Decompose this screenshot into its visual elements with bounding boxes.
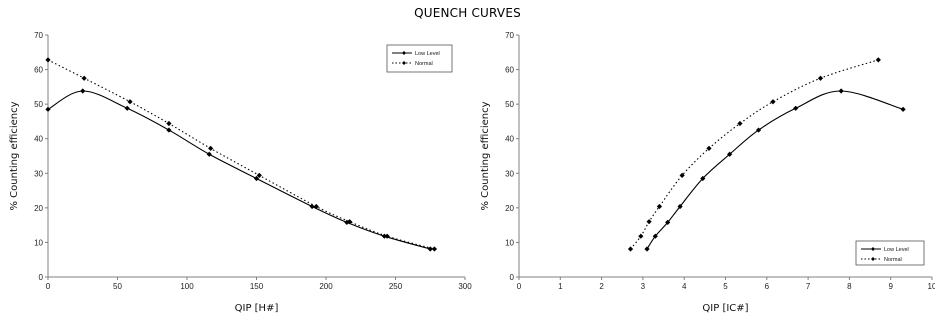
- page-title: QUENCH CURVES: [414, 6, 521, 20]
- data-point-normal: [81, 75, 87, 81]
- y-tick-label: 0: [510, 273, 515, 282]
- data-point-normal: [166, 120, 172, 127]
- data-point-normal: [875, 57, 881, 63]
- data-point-normal: [679, 172, 685, 178]
- x-tick-label: 300: [458, 282, 472, 291]
- data-point-low-level: [124, 105, 130, 111]
- x-axis-title: QIP [IC#]: [702, 303, 748, 314]
- legend-label-low-level: Low Level: [884, 247, 909, 253]
- data-point-low-level: [166, 127, 172, 133]
- y-axis-title: % Counting efficiency: [9, 101, 20, 210]
- legend-marker-normal: [402, 61, 406, 65]
- data-point-low-level: [838, 88, 844, 94]
- x-tick-label: 100: [180, 282, 194, 291]
- data-point-normal: [127, 99, 133, 105]
- data-point-low-level: [381, 233, 387, 239]
- data-point-normal: [770, 99, 776, 105]
- data-point-low-level: [206, 151, 212, 157]
- y-tick-label: 20: [505, 204, 514, 213]
- x-tick-label: 50: [113, 282, 122, 291]
- data-point-low-level: [344, 219, 350, 225]
- data-point-low-level: [652, 233, 658, 239]
- legend: Low Level Normal: [855, 240, 925, 266]
- legend: Low Level Normal: [386, 44, 453, 73]
- y-tick-label: 0: [39, 273, 44, 282]
- data-point-low-level: [700, 175, 706, 182]
- data-point-normal: [313, 203, 319, 210]
- y-tick-label: 70: [34, 31, 43, 40]
- data-point-normal: [817, 75, 824, 81]
- data-point-low-level: [665, 219, 671, 225]
- series-line-normal: [630, 59, 879, 250]
- data-point-low-level: [677, 203, 683, 210]
- y-tick-label: 60: [34, 66, 43, 75]
- data-point-normal: [627, 246, 634, 252]
- data-point-low-level: [755, 127, 762, 133]
- x-tick-label: 2: [599, 282, 604, 291]
- y-tick-label: 50: [505, 100, 514, 109]
- x-tick-label: 3: [641, 282, 646, 291]
- y-tick-label: 50: [34, 100, 43, 109]
- series-line-normal: [47, 59, 435, 250]
- data-point-normal: [431, 246, 438, 252]
- x-tick-label: 0: [517, 282, 522, 291]
- legend-label-normal: Normal: [884, 257, 902, 263]
- x-tick-label: 9: [888, 282, 893, 291]
- x-tick-label: 200: [319, 282, 333, 291]
- y-tick-label: 70: [505, 31, 514, 40]
- y-tick-label: 10: [34, 238, 43, 247]
- series-line-low-level: [47, 90, 431, 250]
- series-line-low-level: [646, 90, 904, 250]
- data-point-low-level: [793, 105, 799, 111]
- x-tick-label: 0: [46, 282, 51, 291]
- legend-box: [386, 44, 453, 73]
- data-point-normal: [656, 203, 663, 210]
- x-tick-label: 7: [806, 282, 811, 291]
- legend-label-normal: Normal: [415, 61, 433, 67]
- y-tick-label: 40: [34, 135, 43, 144]
- data-point-low-level: [309, 203, 315, 210]
- data-point-low-level: [900, 106, 906, 112]
- y-tick-label: 10: [505, 238, 514, 247]
- data-point-low-level: [253, 175, 260, 182]
- legend-marker-normal: [871, 257, 875, 261]
- legend-marker-low-level: [402, 51, 406, 55]
- data-point-low-level: [45, 106, 51, 112]
- data-point-normal: [737, 120, 743, 127]
- x-tick-label: 6: [765, 282, 770, 291]
- chart-1: 0 10 20 30 40 50 60 70 0 50 100 150 200 250 300 QIP [H#…: [9, 31, 472, 314]
- data-point-normal: [208, 145, 214, 151]
- x-tick-label: 8: [847, 282, 852, 291]
- legend-marker-low-level: [871, 247, 875, 251]
- data-point-low-level: [727, 151, 733, 157]
- chart-2: 0 10 20 30 40 50 60 70 0 1 2 3 4 5 6 7 8 9 10 QIP [IC#] % Co…: [480, 31, 935, 314]
- data-point-normal: [706, 145, 712, 151]
- y-tick-label: 30: [34, 169, 43, 178]
- data-point-normal: [638, 233, 644, 239]
- y-tick-label: 30: [505, 169, 514, 178]
- y-tick-label: 20: [34, 204, 43, 213]
- legend-label-low-level: Low Level: [415, 51, 440, 57]
- data-point-low-level: [644, 246, 650, 252]
- data-point-normal: [384, 233, 390, 239]
- data-point-normal: [646, 219, 652, 225]
- x-tick-label: 250: [389, 282, 403, 291]
- y-axis-title: % Counting efficiency: [480, 101, 491, 210]
- y-tick-label: 60: [505, 66, 514, 75]
- legend-box: [855, 240, 925, 266]
- x-tick-label: 4: [682, 282, 687, 291]
- x-axis-title: QIP [H#]: [235, 303, 279, 314]
- data-point-normal: [45, 57, 51, 63]
- x-tick-label: 10: [928, 282, 935, 291]
- x-tick-label: 5: [723, 282, 728, 291]
- x-tick-label: 150: [250, 282, 264, 291]
- data-point-normal: [256, 172, 262, 178]
- data-point-normal: [347, 219, 353, 225]
- data-point-low-level: [80, 88, 86, 94]
- x-tick-label: 1: [558, 282, 563, 291]
- y-tick-label: 40: [505, 135, 514, 144]
